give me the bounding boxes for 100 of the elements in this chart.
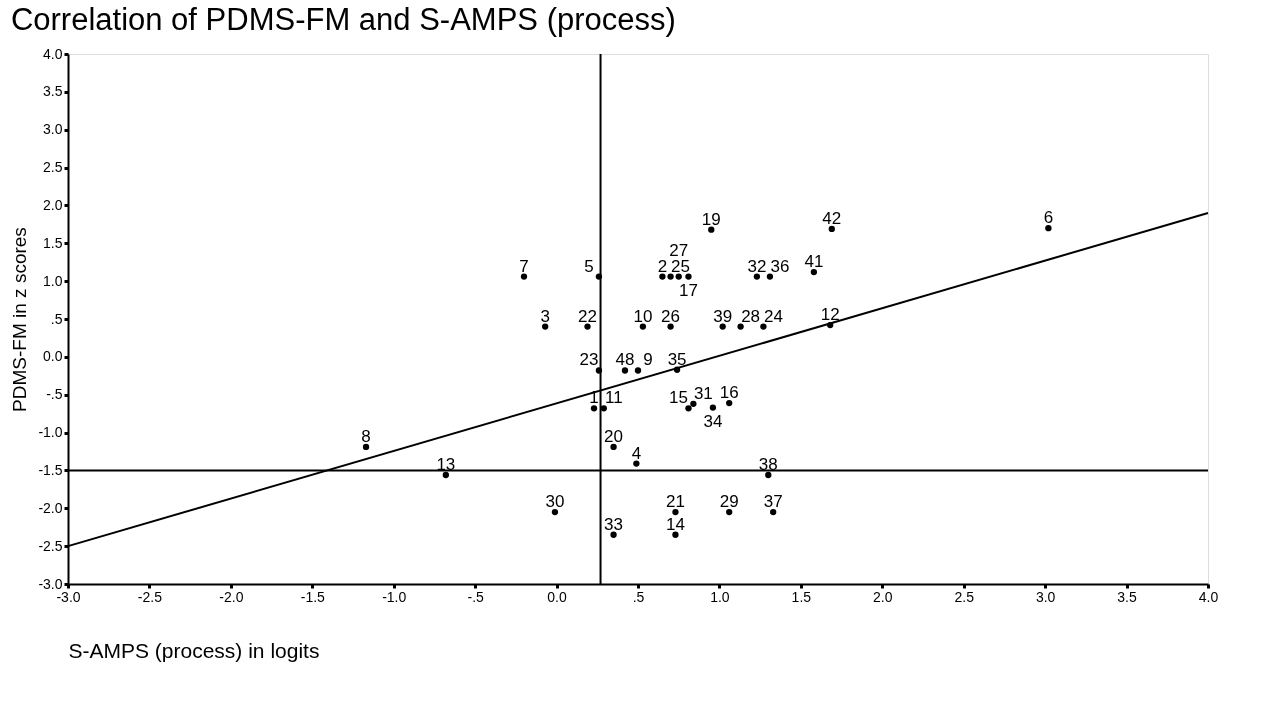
x-tick-label: 2.5: [954, 588, 975, 605]
point: [442, 471, 449, 479]
annotation: 21: [666, 492, 685, 512]
annotation: 33: [604, 514, 624, 534]
annotation: 5: [584, 256, 594, 276]
point: [542, 323, 549, 330]
x-axis-title: S-AMPS (process) in logits: [68, 638, 320, 662]
point: [765, 471, 772, 479]
annotation: 28: [741, 306, 761, 326]
annotation: 8: [361, 426, 371, 446]
point: [672, 508, 679, 516]
point: [667, 273, 674, 280]
point: [690, 400, 697, 407]
point: [639, 323, 647, 330]
x-tick-label: -1.5: [300, 588, 326, 605]
x-tick-label: 3.0: [1035, 588, 1056, 605]
annotation: 29: [719, 492, 739, 512]
annotation: 36: [770, 256, 790, 276]
x-tick-label: .5: [632, 588, 645, 605]
annotation: 24: [763, 306, 783, 326]
point: [753, 273, 761, 280]
y-tick-label: 2.5: [43, 159, 63, 176]
y-tick-label: -2.5: [38, 537, 63, 554]
point: [709, 404, 717, 411]
y-tick-label: -2.0: [38, 499, 63, 516]
point: [685, 405, 692, 412]
x-tick-label: 2.0: [873, 588, 893, 605]
annotation: 26: [661, 306, 681, 326]
x-tick-label: -2.5: [137, 588, 163, 605]
point: [634, 367, 642, 374]
point: [667, 323, 674, 330]
point: [737, 323, 744, 330]
annotation: 10: [633, 306, 653, 326]
annotation: 3: [540, 306, 550, 326]
point: [633, 460, 640, 467]
point: [621, 367, 629, 374]
point: [708, 226, 715, 233]
point: [610, 531, 617, 538]
annotation: 37: [763, 492, 783, 512]
point: [810, 268, 818, 276]
x-tick-label: 3.5: [1117, 588, 1138, 605]
x-tick-label: 1.5: [791, 588, 812, 605]
annotation: 41: [804, 252, 824, 272]
annotation: 15: [669, 388, 688, 408]
point: [520, 273, 528, 280]
annotation: 7: [519, 256, 529, 276]
annotation: 31: [693, 383, 713, 403]
point: [675, 273, 682, 280]
annotation: 20: [604, 426, 624, 446]
point: [685, 273, 692, 280]
point: [766, 273, 774, 280]
point: [551, 508, 559, 516]
chart-title: Correlation of PDMS-FM and S-AMPS (process): [10, 2, 676, 37]
annotation: 9: [643, 350, 653, 370]
point: [590, 405, 598, 412]
y-axis-title: PDMS-FM in z scores: [9, 227, 31, 412]
annotation: 14: [666, 514, 685, 534]
y-tick-label: -1.5: [38, 461, 63, 478]
annotation: 4: [631, 443, 642, 463]
x-tick-label: -2.0: [219, 588, 244, 605]
annotation: 2: [657, 256, 668, 276]
point: [719, 323, 726, 330]
annotation: 12: [820, 305, 840, 325]
x-tick-label: 1.0: [710, 588, 730, 605]
annotation: 34: [703, 411, 723, 431]
point: [1045, 224, 1052, 232]
annotation: 32: [747, 256, 767, 276]
x-tick-label: -1.0: [382, 588, 407, 605]
point: [672, 531, 679, 538]
y-tick-label: 2.0: [43, 196, 63, 213]
y-tick-label: .5: [50, 310, 63, 327]
annotation: 23: [579, 350, 599, 370]
annotation: 6: [1043, 208, 1054, 228]
y-tick-label: 4.0: [43, 45, 63, 62]
point: [584, 323, 591, 330]
y-tick-label: 3.0: [43, 121, 63, 138]
point: [726, 508, 733, 516]
point: [362, 443, 370, 451]
y-tick-label: -.5: [46, 386, 63, 403]
annotation: 16: [719, 383, 739, 403]
point: [726, 399, 733, 407]
x-tick-label: 0.0: [547, 588, 568, 605]
y-tick-label: 1.5: [43, 234, 63, 251]
y-tick-label: -3.0: [38, 575, 63, 592]
point: [770, 508, 777, 516]
annotation: 48: [615, 350, 635, 370]
annotation: 19: [701, 209, 721, 229]
point: [760, 323, 767, 330]
annotation: 39: [713, 306, 733, 326]
annotation: 30: [545, 492, 565, 512]
x-tick-label: 4.0: [1198, 588, 1219, 605]
x-tick-label: -.5: [467, 588, 485, 605]
y-tick-label: 1.0: [43, 272, 63, 289]
y-tick-label: 3.5: [43, 83, 63, 100]
point: [828, 225, 835, 233]
point: [659, 273, 666, 280]
annotation: 13: [436, 454, 456, 474]
annotation: 11: [604, 388, 623, 408]
point: [610, 443, 617, 451]
y-tick-label: -1.0: [38, 424, 63, 441]
